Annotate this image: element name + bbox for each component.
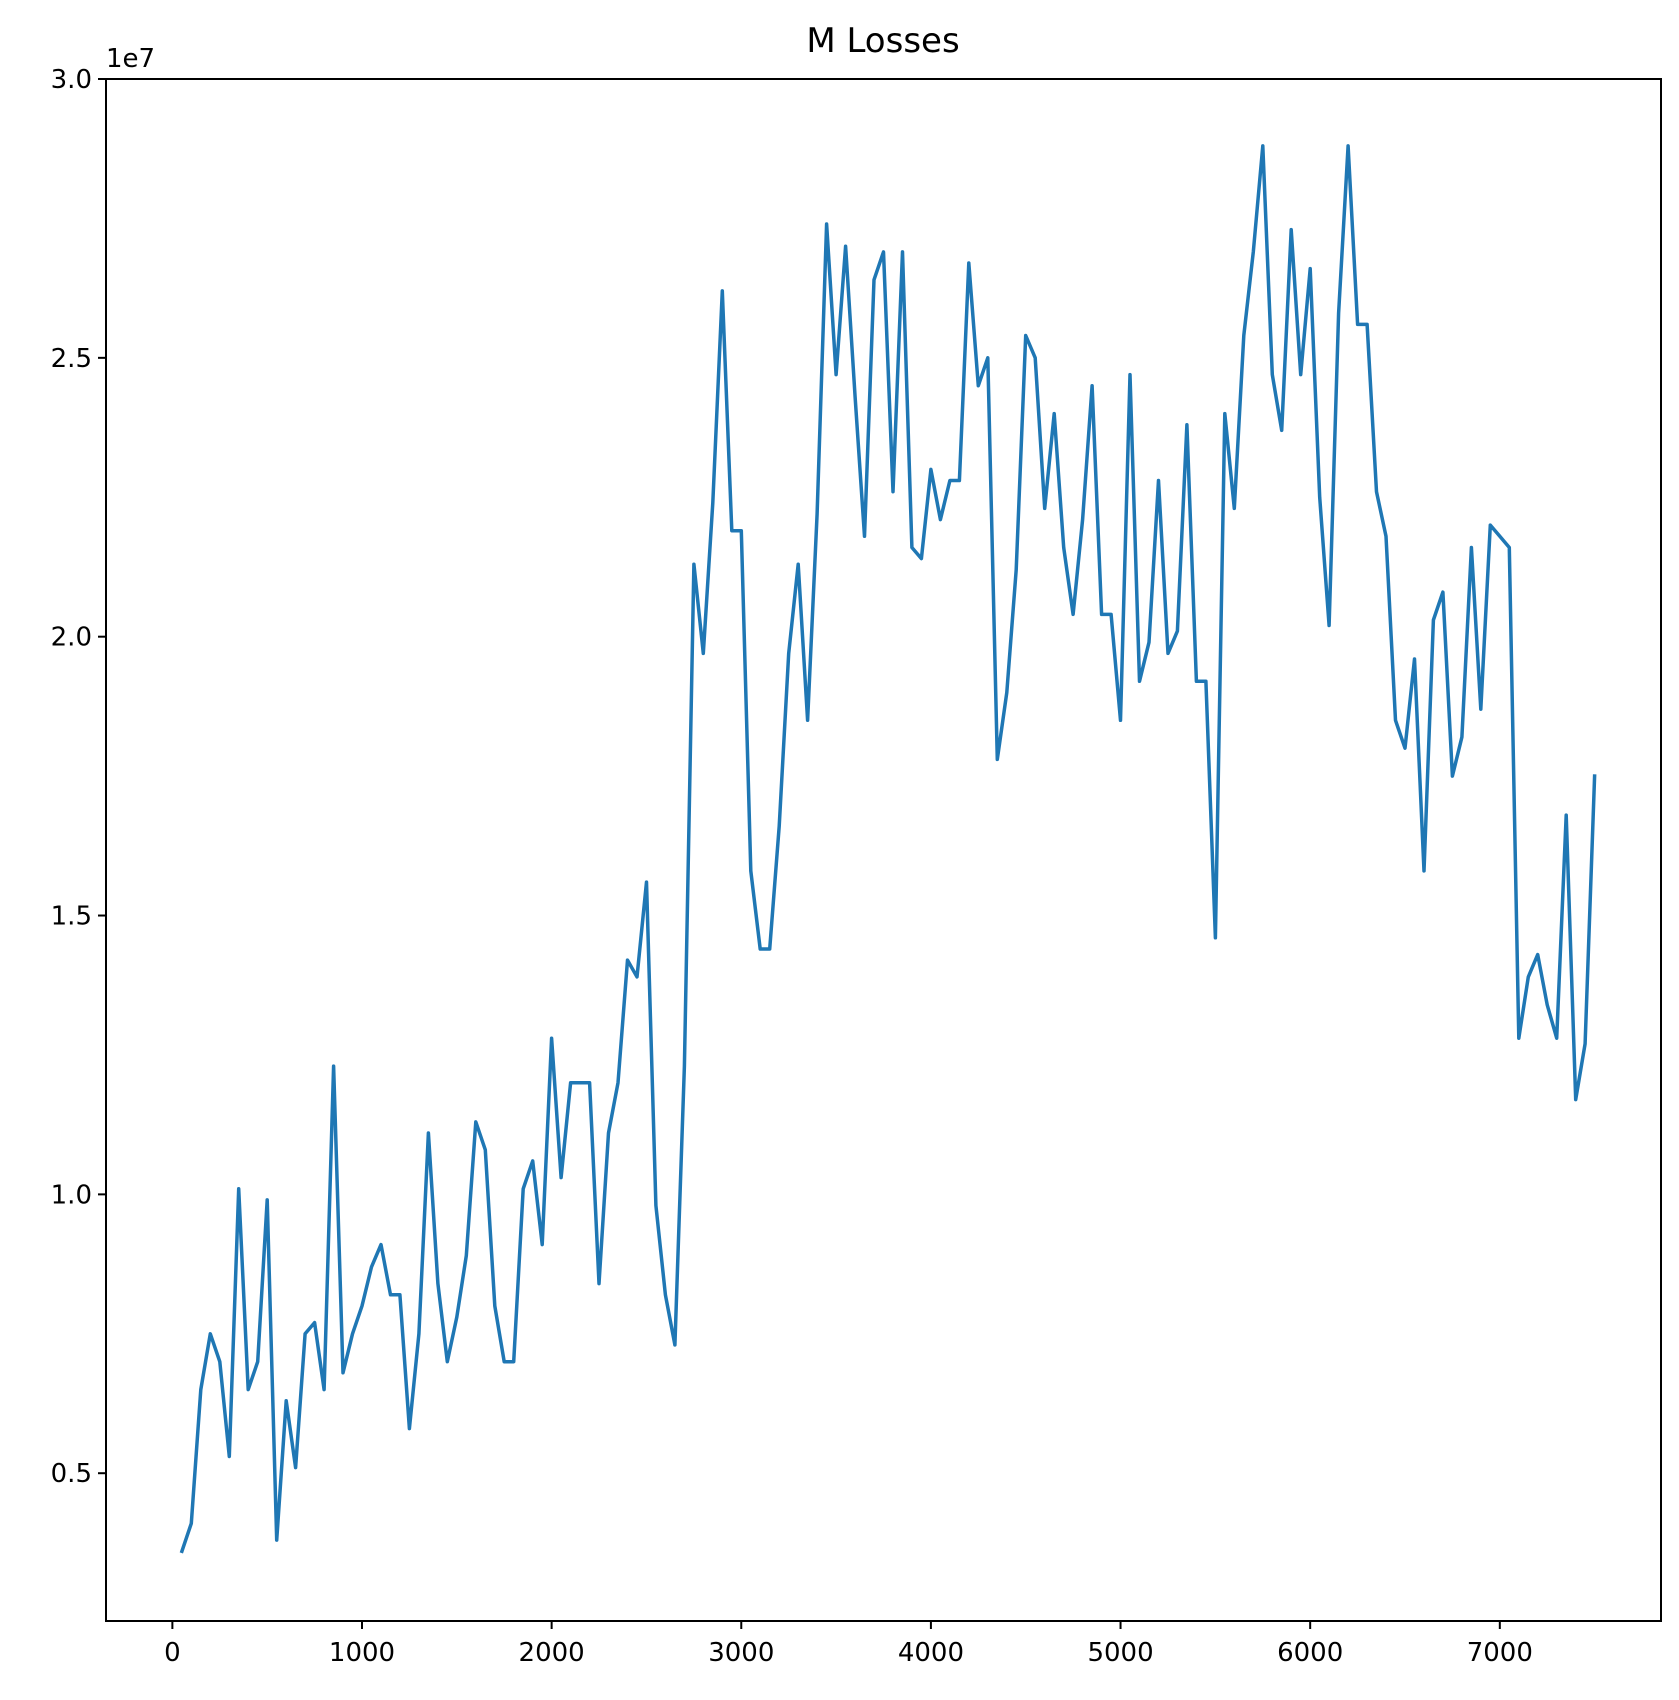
- series-line: [179, 144, 1597, 1554]
- y-tick-label: 1.0: [51, 1180, 92, 1210]
- x-tick-label: 6000: [1277, 1638, 1343, 1668]
- x-axis-ticks: 0 1000 2000 3000 4000 5000 6000 7000: [164, 1621, 1533, 1668]
- chart-title: M Losses: [806, 21, 959, 61]
- y-tick-label: 2.5: [51, 344, 92, 374]
- plot-frame: [105, 78, 1662, 1622]
- x-tick-label: 2000: [519, 1638, 585, 1668]
- y-tick-label: 0.5: [51, 1459, 92, 1489]
- x-tick-label: 4000: [898, 1638, 964, 1668]
- x-tick-label: 7000: [1467, 1638, 1533, 1668]
- x-tick-label: 3000: [708, 1638, 774, 1668]
- y-scale-label: 1e7: [106, 44, 155, 74]
- x-tick-label: 0: [164, 1638, 181, 1668]
- y-tick-label: 1.5: [51, 902, 92, 932]
- y-axis-ticks: 0.5 1.0 1.5 2.0 2.5 3.0: [51, 65, 106, 1489]
- x-tick-label: 5000: [1087, 1638, 1153, 1668]
- y-tick-label: 3.0: [51, 65, 92, 95]
- y-tick-label: 2.0: [51, 623, 92, 653]
- x-tick-label: 1000: [329, 1638, 395, 1668]
